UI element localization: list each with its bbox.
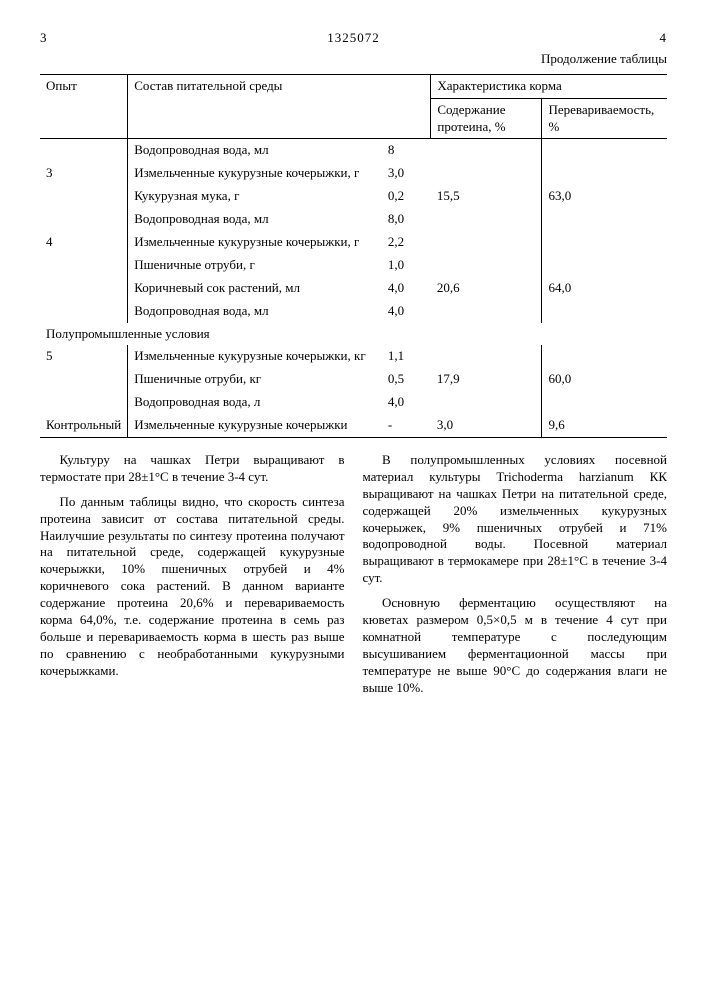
cell-protein: 15,5 bbox=[431, 185, 542, 208]
feed-composition-table: Опыт Состав питательной среды Характерис… bbox=[40, 74, 667, 438]
cell-protein bbox=[431, 162, 542, 185]
cell-protein bbox=[431, 254, 542, 277]
cell-value: 3,0 bbox=[382, 162, 431, 185]
cell-name: Измельченные кукурузные кочерыжки, г bbox=[128, 162, 382, 185]
page-header: 3 1325072 4 bbox=[40, 30, 667, 47]
left-paragraph-1: Культуру на чашках Петри выращивают в те… bbox=[40, 452, 345, 486]
header-digest: Перевариваемость, % bbox=[542, 98, 667, 139]
cell-name: Водопроводная вода, мл bbox=[128, 208, 382, 231]
cell-opyt bbox=[40, 391, 128, 414]
cell-protein: 20,6 bbox=[431, 277, 542, 300]
table-row: 5Измельченные кукурузные кочерыжки, кг1,… bbox=[40, 345, 667, 368]
cell-name: Водопроводная вода, мл bbox=[128, 300, 382, 323]
page-right-num: 4 bbox=[660, 30, 668, 47]
header-opyt: Опыт bbox=[40, 74, 128, 139]
table-row: КонтрольныйИзмельченные кукурузные кочер… bbox=[40, 414, 667, 437]
cell-name: Пшеничные отруби, кг bbox=[128, 368, 382, 391]
cell-digest bbox=[542, 231, 667, 254]
table-row: Коричневый сок растений, мл4,020,664,0 bbox=[40, 277, 667, 300]
cell-protein: 3,0 bbox=[431, 414, 542, 437]
cell-name: Водопроводная вода, л bbox=[128, 391, 382, 414]
cell-value: 0,2 bbox=[382, 185, 431, 208]
cell-protein bbox=[431, 208, 542, 231]
table-row: Пшеничные отруби, г1,0 bbox=[40, 254, 667, 277]
table-continuation-label: Продолжение таблицы bbox=[40, 51, 667, 68]
cell-opyt bbox=[40, 277, 128, 300]
table-row: Водопроводная вода, мл4,0 bbox=[40, 300, 667, 323]
table-row: Водопроводная вода, мл8 bbox=[40, 139, 667, 162]
cell-name: Водопроводная вода, мл bbox=[128, 139, 382, 162]
right-paragraph-1: В полупромышленных условиях посевной мат… bbox=[363, 452, 668, 587]
right-column: В полупромышленных условиях посевной мат… bbox=[363, 452, 668, 704]
cell-protein: 17,9 bbox=[431, 368, 542, 391]
page-left-num: 3 bbox=[40, 30, 48, 47]
cell-opyt bbox=[40, 139, 128, 162]
document-number: 1325072 bbox=[327, 30, 380, 47]
cell-digest bbox=[542, 162, 667, 185]
table-row: 3Измельченные кукурузные кочерыжки, г3,0 bbox=[40, 162, 667, 185]
cell-name: Измельченные кукурузные кочерыжки, г bbox=[128, 231, 382, 254]
table-row: Пшеничные отруби, кг0,517,960,0 bbox=[40, 368, 667, 391]
right-paragraph-2: Основную ферментацию осуществляют на кюв… bbox=[363, 595, 668, 696]
cell-opyt: 4 bbox=[40, 231, 128, 254]
cell-opyt bbox=[40, 254, 128, 277]
cell-value: 4,0 bbox=[382, 277, 431, 300]
cell-value: 8,0 bbox=[382, 208, 431, 231]
cell-value: - bbox=[382, 414, 431, 437]
cell-digest: 9,6 bbox=[542, 414, 667, 437]
cell-value: 0,5 bbox=[382, 368, 431, 391]
cell-name: Измельченные кукурузные кочерыжки, кг bbox=[128, 345, 382, 368]
cell-digest: 64,0 bbox=[542, 277, 667, 300]
cell-name: Пшеничные отруби, г bbox=[128, 254, 382, 277]
table-row: Кукурузная мука, г0,215,563,0 bbox=[40, 185, 667, 208]
header-sostav: Состав питательной среды bbox=[128, 74, 431, 139]
cell-opyt bbox=[40, 208, 128, 231]
cell-protein bbox=[431, 391, 542, 414]
cell-digest bbox=[542, 208, 667, 231]
cell-protein bbox=[431, 300, 542, 323]
cell-value: 1,0 bbox=[382, 254, 431, 277]
cell-digest bbox=[542, 139, 667, 162]
cell-value: 4,0 bbox=[382, 391, 431, 414]
table-row: Водопроводная вода, л4,0 bbox=[40, 391, 667, 414]
cell-value: 2,2 bbox=[382, 231, 431, 254]
cell-digest bbox=[542, 254, 667, 277]
cell-opyt bbox=[40, 300, 128, 323]
cell-opyt bbox=[40, 368, 128, 391]
cell-opyt: 3 bbox=[40, 162, 128, 185]
cell-protein bbox=[431, 345, 542, 368]
body-text-columns: Культуру на чашках Петри выращивают в те… bbox=[40, 452, 667, 704]
cell-protein bbox=[431, 139, 542, 162]
cell-opyt bbox=[40, 185, 128, 208]
cell-digest bbox=[542, 300, 667, 323]
left-column: Культуру на чашках Петри выращивают в те… bbox=[40, 452, 345, 704]
header-protein: Содержание протеина, % bbox=[431, 98, 542, 139]
cell-digest: 60,0 bbox=[542, 368, 667, 391]
cell-protein bbox=[431, 231, 542, 254]
cell-digest: 63,0 bbox=[542, 185, 667, 208]
left-paragraph-2: По данным таблицы видно, что скорость си… bbox=[40, 494, 345, 680]
cell-opyt: 5 bbox=[40, 345, 128, 368]
cell-value: 1,1 bbox=[382, 345, 431, 368]
cell-name: Коричневый сок растений, мл bbox=[128, 277, 382, 300]
cell-opyt: Контрольный bbox=[40, 414, 128, 437]
cell-value: 4,0 bbox=[382, 300, 431, 323]
cell-digest bbox=[542, 391, 667, 414]
cell-digest bbox=[542, 345, 667, 368]
cell-value: 8 bbox=[382, 139, 431, 162]
cell-name: Измельченные кукурузные кочерыжки bbox=[128, 414, 382, 437]
table-row: Водопроводная вода, мл8,0 bbox=[40, 208, 667, 231]
cell-name: Кукурузная мука, г bbox=[128, 185, 382, 208]
section-label: Полупромышленные условия bbox=[40, 323, 667, 346]
table-row: 4Измельченные кукурузные кочерыжки, г2,2 bbox=[40, 231, 667, 254]
header-characteristics: Характеристика корма bbox=[431, 74, 667, 98]
